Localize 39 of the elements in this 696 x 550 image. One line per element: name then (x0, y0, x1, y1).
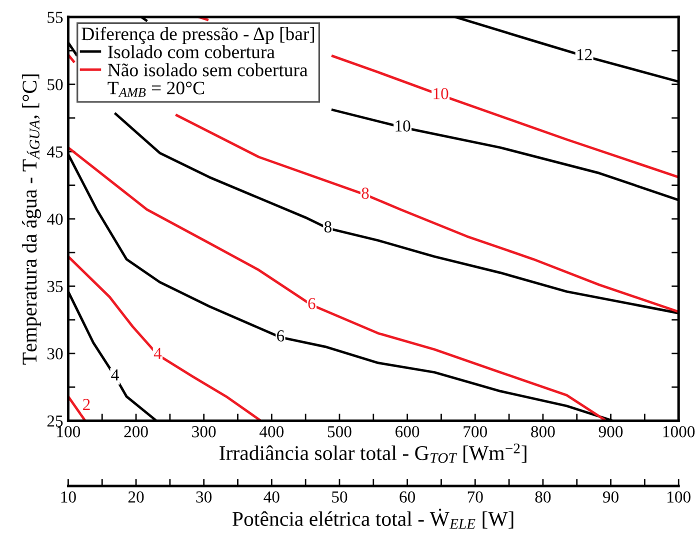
x2-tick-label: 60 (400, 491, 416, 503)
y-tick-label: 50 (48, 79, 63, 90)
legend-title: Diferença de pressão - Δp [bar] (82, 26, 314, 44)
x2-tick-label: 90 (602, 491, 618, 503)
x-tick-label: 700 (464, 426, 487, 438)
annotation: 10 (434, 88, 448, 100)
x2-tick-label: 70 (468, 491, 483, 503)
x-tick-label: 800 (531, 426, 555, 438)
x2-tick-label: 40 (264, 491, 280, 503)
legend-label: Isolado com cobertura (108, 45, 275, 58)
y-axis-title: Temperatura da água - T$_{ÁGUA}$, [°C] (22, 74, 41, 365)
line-series (68, 255, 262, 421)
x-tick-label: 900 (598, 426, 623, 438)
x2-axis-title: Potência elétrica total - Ẇ$_{ELE}$ [W] (232, 508, 514, 529)
y-tick-label: 35 (47, 280, 63, 292)
x-tick-label: 500 (328, 426, 352, 438)
x2-tick-label: 80 (535, 491, 551, 503)
x2-tick-label: 50 (332, 491, 348, 503)
legend-label: Não isolado sem cobertura (108, 63, 308, 76)
x2-tick-label: 100 (668, 491, 690, 503)
x-tick-label: 400 (260, 426, 284, 438)
x2-tick-label: 10 (61, 491, 76, 503)
x-tick-label: 100 (57, 426, 80, 438)
x-tick-label: 200 (124, 426, 148, 438)
annotation: T$_{AMB}$ = 20°C (108, 82, 204, 97)
annotation: 2 (83, 398, 90, 410)
x-tick-label: 300 (192, 426, 216, 438)
x-tick-label: 1000 (663, 426, 695, 438)
y-tick-label: 45 (47, 146, 63, 158)
y-tick-label: 40 (47, 214, 63, 225)
y-tick-label: 30 (47, 348, 63, 360)
annotation: 12 (577, 49, 592, 60)
y-tick-label: 55 (48, 12, 63, 23)
annotation: 10 (396, 120, 410, 132)
x-axis-title: Irradiância solar total - G$_{TOT}$ [Wm$^{−2}$] (220, 444, 526, 463)
x2-tick-label: 20 (128, 491, 144, 503)
x-tick-label: 600 (396, 426, 420, 438)
x2-tick-label: 30 (196, 491, 212, 503)
y-tick-label: 25 (47, 415, 63, 427)
